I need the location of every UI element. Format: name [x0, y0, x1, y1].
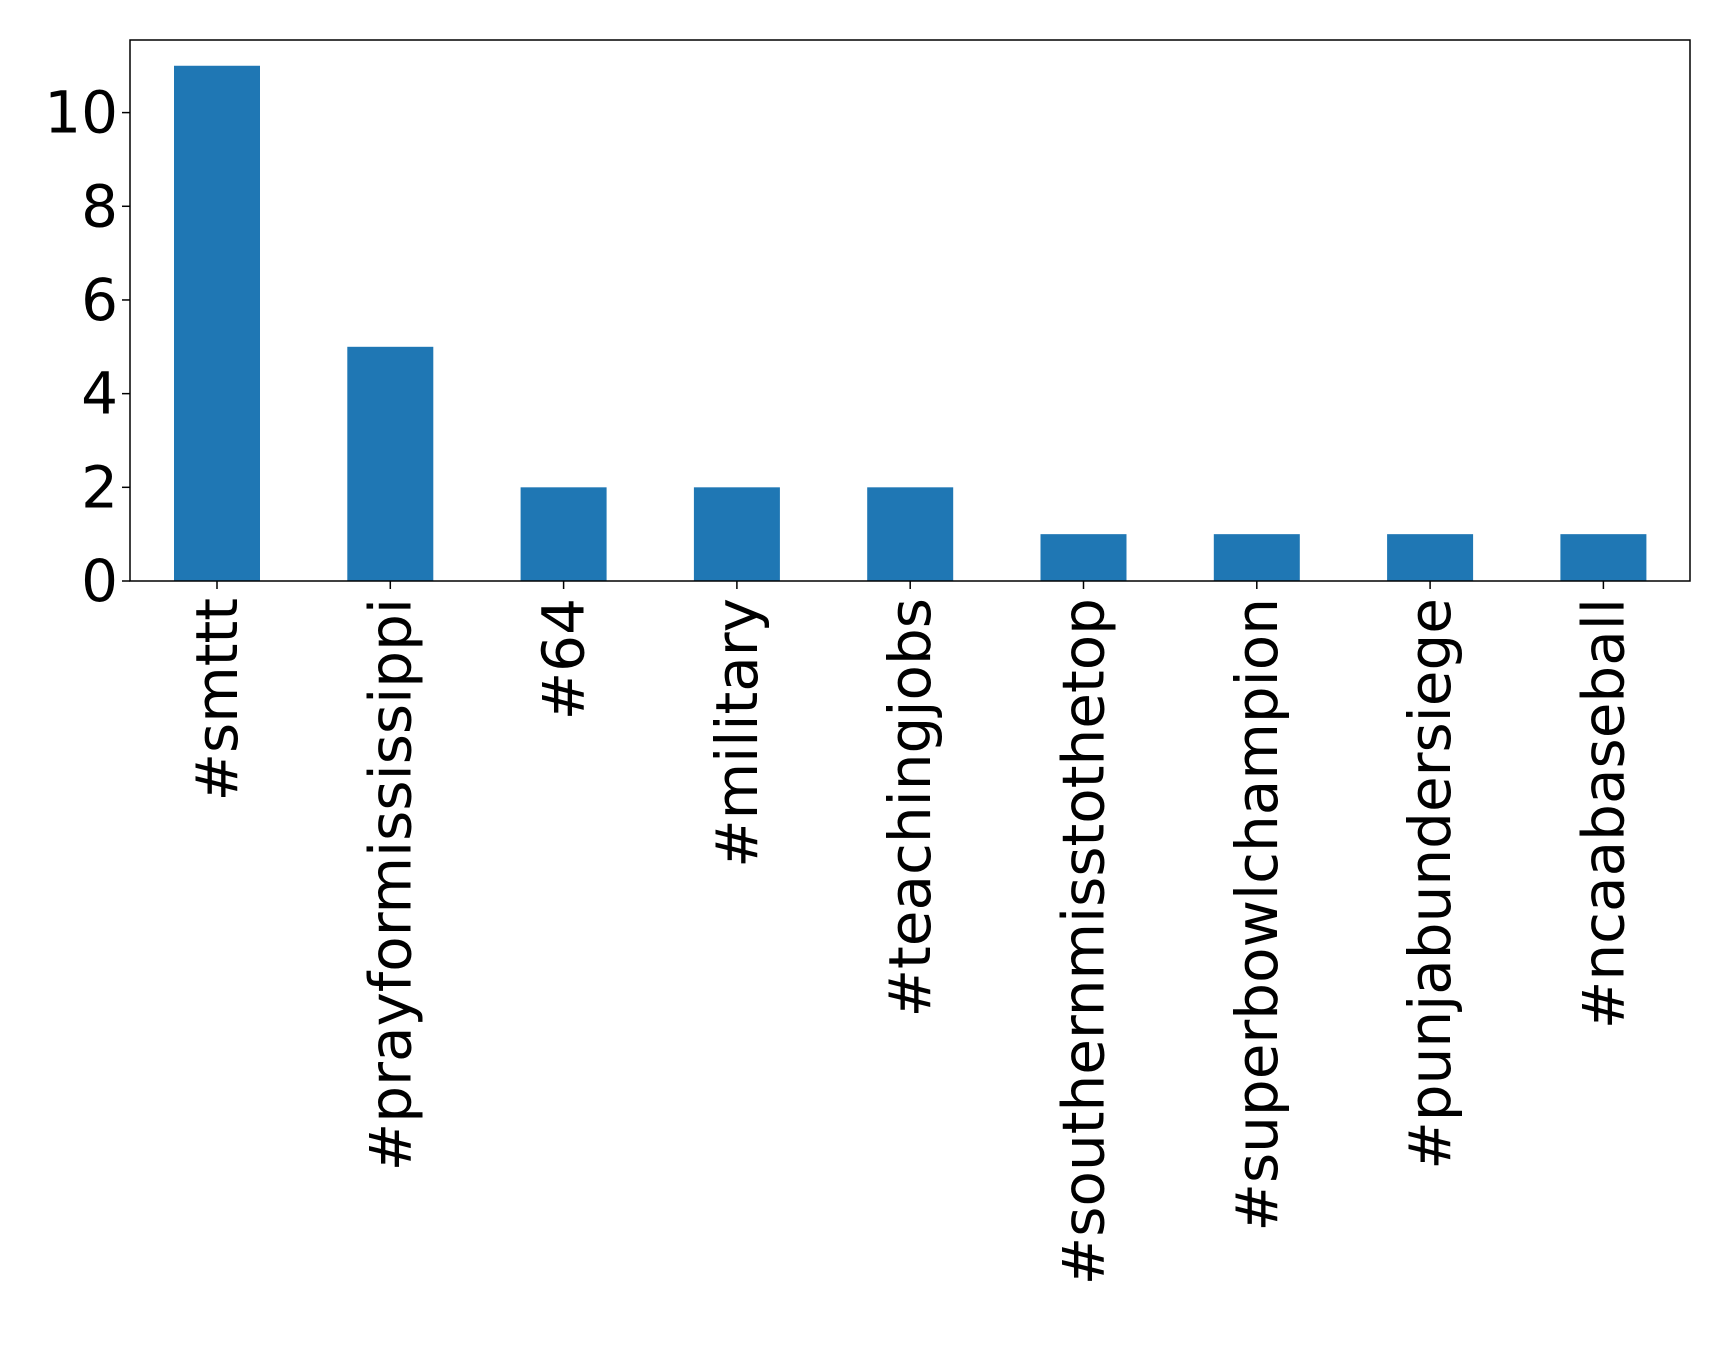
bars-layer	[174, 65, 1647, 581]
bar-smttt	[174, 65, 260, 581]
x-axis: #smttt #prayformississippi #64 #military #te…	[183, 581, 1637, 1285]
y-tick-label: 2	[81, 453, 118, 521]
x-tick-label: #64	[530, 598, 598, 720]
x-tick-label: #smttt	[183, 598, 251, 802]
bar-superbowlchampion	[1213, 534, 1300, 581]
bar-teachingjobs	[867, 487, 954, 581]
y-tick-label: 4	[81, 360, 118, 428]
bar-military	[693, 487, 780, 581]
y-tick-label: 8	[81, 172, 118, 240]
y-tick-label: 0	[81, 547, 118, 615]
bar-ncaabaseball	[1560, 534, 1647, 581]
bar-punjabundersiege	[1387, 534, 1474, 581]
y-tick-label: 6	[81, 266, 118, 334]
x-tick-label: #military	[703, 598, 771, 868]
x-tick-label: #superbowlchampion	[1223, 598, 1291, 1232]
x-tick-label: #punjabundersiege	[1396, 598, 1464, 1170]
bar-prayformississippi	[347, 346, 434, 581]
y-axis: 0 2 4 6 8 10	[44, 79, 130, 615]
bar-64	[520, 487, 607, 581]
x-tick-label: #prayformississippi	[356, 598, 424, 1171]
plot-frame	[129, 39, 1691, 582]
bar-southernmisstothetop	[1040, 534, 1127, 581]
x-tick-label: #teachingjobs	[876, 598, 944, 1018]
y-tick-label: 10	[44, 79, 118, 147]
x-tick-label: #southernmisstothetop	[1050, 598, 1118, 1285]
x-tick-label: #ncaabaseball	[1569, 598, 1637, 1029]
